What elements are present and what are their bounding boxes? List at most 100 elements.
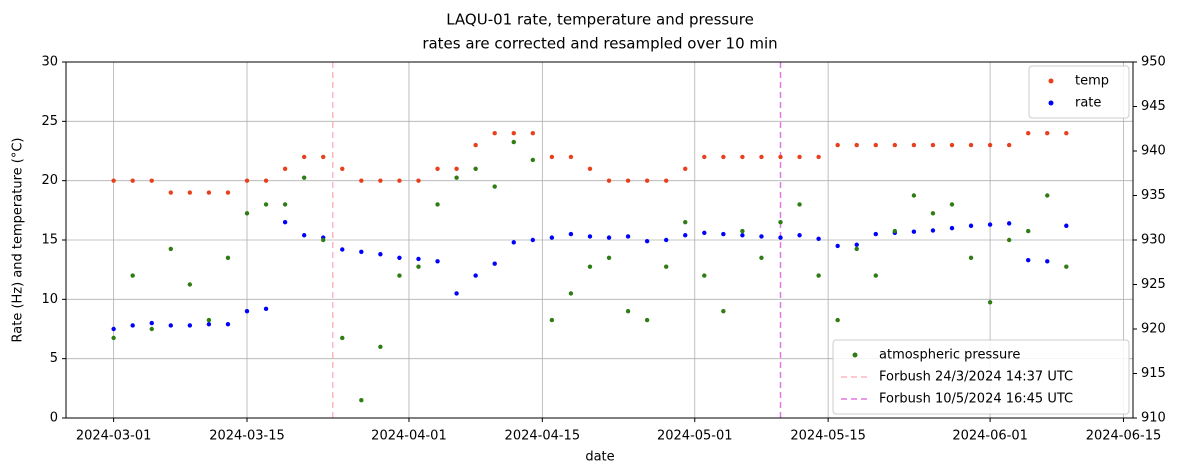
point <box>1006 237 1012 243</box>
point <box>244 309 250 314</box>
y2-tick-label: 920 <box>1141 322 1166 337</box>
point <box>301 154 307 160</box>
point <box>416 264 421 269</box>
x-tick-label: 2024-06-15 <box>1086 429 1162 444</box>
point <box>625 309 631 314</box>
point <box>740 228 745 234</box>
point <box>987 300 993 305</box>
point <box>835 142 840 148</box>
point <box>873 142 878 148</box>
point <box>378 344 383 349</box>
point <box>1045 259 1050 264</box>
point <box>1064 131 1069 136</box>
y2-tick-label: 935 <box>1141 188 1166 203</box>
point <box>435 166 440 171</box>
point <box>473 273 478 278</box>
point <box>702 273 707 278</box>
point <box>301 175 307 180</box>
point <box>968 142 974 148</box>
y-axis-label: Rate (Hz) and temperature (°C) <box>11 138 26 343</box>
point <box>854 242 859 247</box>
legend-box <box>1028 65 1130 119</box>
point <box>644 178 650 183</box>
point <box>854 246 859 252</box>
point <box>911 142 917 148</box>
legend-label: temp <box>1075 74 1109 89</box>
point <box>549 235 555 240</box>
y-tick-label: 10 <box>41 292 58 307</box>
point <box>187 190 193 195</box>
y2-tick-label: 945 <box>1141 99 1166 114</box>
point <box>816 236 821 242</box>
point <box>721 309 726 314</box>
point <box>892 228 898 234</box>
point <box>892 142 898 148</box>
point <box>530 131 536 136</box>
point <box>663 178 669 183</box>
x-tick-label: 2024-03-01 <box>76 429 152 444</box>
x-tick-label: 2024-05-01 <box>657 429 733 444</box>
point <box>511 240 516 245</box>
point <box>702 154 707 160</box>
x-tick-label: 2024-04-01 <box>371 429 447 444</box>
point <box>683 233 688 238</box>
point <box>168 323 173 328</box>
point <box>759 255 764 260</box>
x-tick-label: 2024-03-15 <box>209 429 285 444</box>
point <box>568 154 574 160</box>
point <box>340 247 345 252</box>
point <box>530 237 536 243</box>
y2-tick-label: 915 <box>1141 366 1166 381</box>
point <box>835 317 840 323</box>
point <box>1026 257 1031 263</box>
y2-tick-label: 910 <box>1141 411 1166 426</box>
point <box>606 255 612 260</box>
point <box>721 231 726 237</box>
point <box>263 202 269 207</box>
y2-tick-label: 940 <box>1141 144 1166 159</box>
legend: atmospheric pressure Forbush 24/3/2024 14… <box>832 339 1130 415</box>
point <box>949 202 955 207</box>
point <box>282 166 288 171</box>
point <box>282 202 288 207</box>
point <box>911 229 917 234</box>
point <box>454 166 459 171</box>
point <box>340 166 345 171</box>
point <box>511 139 516 145</box>
point <box>206 190 212 195</box>
point <box>606 178 612 183</box>
point <box>683 220 688 225</box>
point <box>111 326 116 332</box>
point <box>549 154 555 160</box>
point <box>1045 131 1050 136</box>
point <box>1006 221 1012 226</box>
legend-label: Forbush 10/5/2024 16:45 UTC <box>879 392 1073 407</box>
point <box>359 398 364 403</box>
point <box>130 323 135 328</box>
point <box>416 178 421 183</box>
y2-tick-label: 950 <box>1141 55 1166 70</box>
point <box>854 142 859 148</box>
legend-label: Forbush 24/3/2024 14:37 UTC <box>879 370 1073 385</box>
point <box>473 142 478 148</box>
point <box>930 142 936 148</box>
point <box>244 211 250 216</box>
point <box>397 255 402 260</box>
point <box>225 255 231 260</box>
point <box>911 193 917 198</box>
point <box>816 273 821 278</box>
x-axis-label: date <box>585 450 614 465</box>
point <box>797 233 802 238</box>
point <box>1026 131 1031 136</box>
point <box>206 322 212 327</box>
point <box>130 273 135 278</box>
point <box>340 335 345 341</box>
point <box>587 166 593 171</box>
legend-box <box>832 339 1130 415</box>
point <box>149 326 154 332</box>
point <box>778 220 783 225</box>
point <box>568 291 574 296</box>
point <box>663 264 669 269</box>
legend: temp rate <box>1028 65 1130 119</box>
legend-label: rate <box>1075 96 1101 111</box>
